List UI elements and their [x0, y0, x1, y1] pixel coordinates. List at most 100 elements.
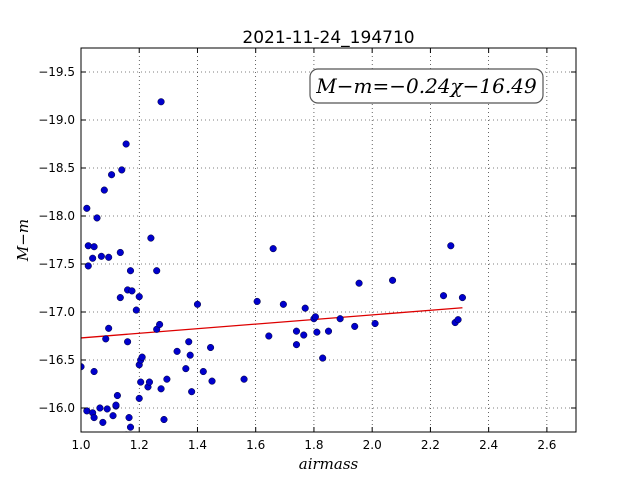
data-point — [126, 267, 135, 275]
data-point — [105, 253, 113, 261]
data-point — [103, 405, 111, 413]
y-tick-label: −17.5 — [38, 257, 75, 271]
data-point — [319, 354, 327, 362]
data-point — [336, 315, 344, 323]
data-point — [182, 365, 190, 373]
data-point — [301, 304, 309, 312]
data-point — [124, 338, 132, 346]
x-tick-label: 1.8 — [304, 438, 323, 452]
data-point — [113, 391, 121, 400]
data-point — [147, 234, 155, 242]
y-tick-label: −19.0 — [38, 113, 75, 127]
data-point — [371, 319, 379, 328]
points-layer — [81, 98, 466, 432]
chart-title: 2021-11-24_194710 — [242, 28, 414, 48]
fit-equation-box: M−m=−0.24χ−16.49 — [309, 68, 544, 104]
fit-line — [80, 307, 463, 339]
data-point — [100, 186, 108, 194]
data-point — [439, 292, 448, 300]
ticks-layer: 1.0 1.2 1.4 1.6 1.8 2.0 2.2 2.4 2.6 −16.0 −16.5 −17… — [38, 48, 576, 452]
x-tick-label: 1.0 — [71, 438, 90, 452]
data-point — [240, 375, 248, 383]
data-point — [105, 324, 113, 332]
data-point — [137, 378, 145, 386]
data-point — [97, 252, 105, 260]
data-point — [126, 423, 135, 431]
data-point — [185, 338, 193, 346]
data-point — [193, 300, 202, 308]
y-tick-label: −16.0 — [38, 401, 75, 415]
data-point — [128, 287, 136, 295]
data-point — [125, 414, 133, 422]
data-point — [145, 378, 153, 386]
data-point — [108, 171, 116, 179]
data-point — [135, 293, 143, 301]
data-point — [90, 243, 98, 251]
data-point — [269, 245, 277, 253]
data-point — [447, 242, 455, 250]
data-point — [163, 375, 171, 383]
data-point — [253, 297, 261, 305]
data-point — [138, 353, 146, 361]
data-point — [186, 351, 194, 359]
data-point — [132, 306, 140, 314]
data-point — [90, 414, 98, 422]
x-tick-label: 2.6 — [537, 438, 556, 452]
data-point — [199, 367, 207, 376]
grid-layer — [80, 48, 576, 432]
data-point — [109, 412, 117, 420]
data-point — [454, 316, 462, 324]
x-tick-label: 1.2 — [130, 438, 149, 452]
y-tick-label: −18.5 — [38, 161, 75, 175]
y-tick-label: −19.5 — [38, 65, 75, 79]
data-point — [93, 214, 101, 222]
data-point — [156, 320, 164, 329]
data-point — [99, 418, 107, 426]
y-tick-label: −16.5 — [38, 353, 75, 367]
data-point — [188, 388, 196, 396]
data-point — [173, 347, 181, 355]
data-point — [157, 98, 165, 106]
fit-equation-frame — [309, 68, 544, 104]
data-point — [265, 332, 273, 340]
x-axis-label: airmass — [299, 455, 359, 473]
data-point — [292, 327, 301, 335]
data-point — [116, 294, 124, 302]
data-point — [90, 367, 98, 376]
data-point — [313, 328, 321, 336]
data-point — [81, 363, 85, 371]
data-point — [324, 327, 333, 335]
y-axis-label: M−m — [14, 219, 32, 262]
x-tick-label: 2.0 — [363, 438, 382, 452]
fit-equation-text: M−m=−0.24χ−16.49 — [315, 74, 537, 98]
data-point — [135, 394, 143, 402]
data-point — [389, 276, 397, 284]
data-point — [84, 242, 92, 250]
x-tick-label: 1.6 — [246, 438, 265, 452]
data-point — [208, 377, 216, 385]
data-point — [83, 204, 91, 212]
data-point — [96, 404, 104, 412]
data-point — [118, 166, 126, 174]
data-point — [112, 401, 120, 409]
y-tick-label: −17.0 — [38, 305, 75, 319]
fit-layer — [80, 307, 463, 339]
data-point — [157, 385, 165, 393]
data-point — [89, 254, 97, 262]
data-point — [279, 300, 287, 308]
plot-frame — [80, 47, 577, 433]
x-tick-label: 2.2 — [421, 438, 440, 452]
data-point — [292, 341, 301, 349]
x-tick-label: 2.4 — [479, 438, 498, 452]
data-point — [300, 331, 308, 339]
data-point — [102, 335, 110, 343]
data-point — [84, 262, 92, 270]
data-point — [355, 279, 363, 287]
x-tick-label: 1.4 — [188, 438, 207, 452]
data-point — [458, 294, 466, 302]
data-point — [160, 415, 168, 424]
y-tick-label: −18.0 — [38, 209, 75, 223]
data-point — [351, 322, 359, 330]
data-point — [207, 343, 215, 352]
